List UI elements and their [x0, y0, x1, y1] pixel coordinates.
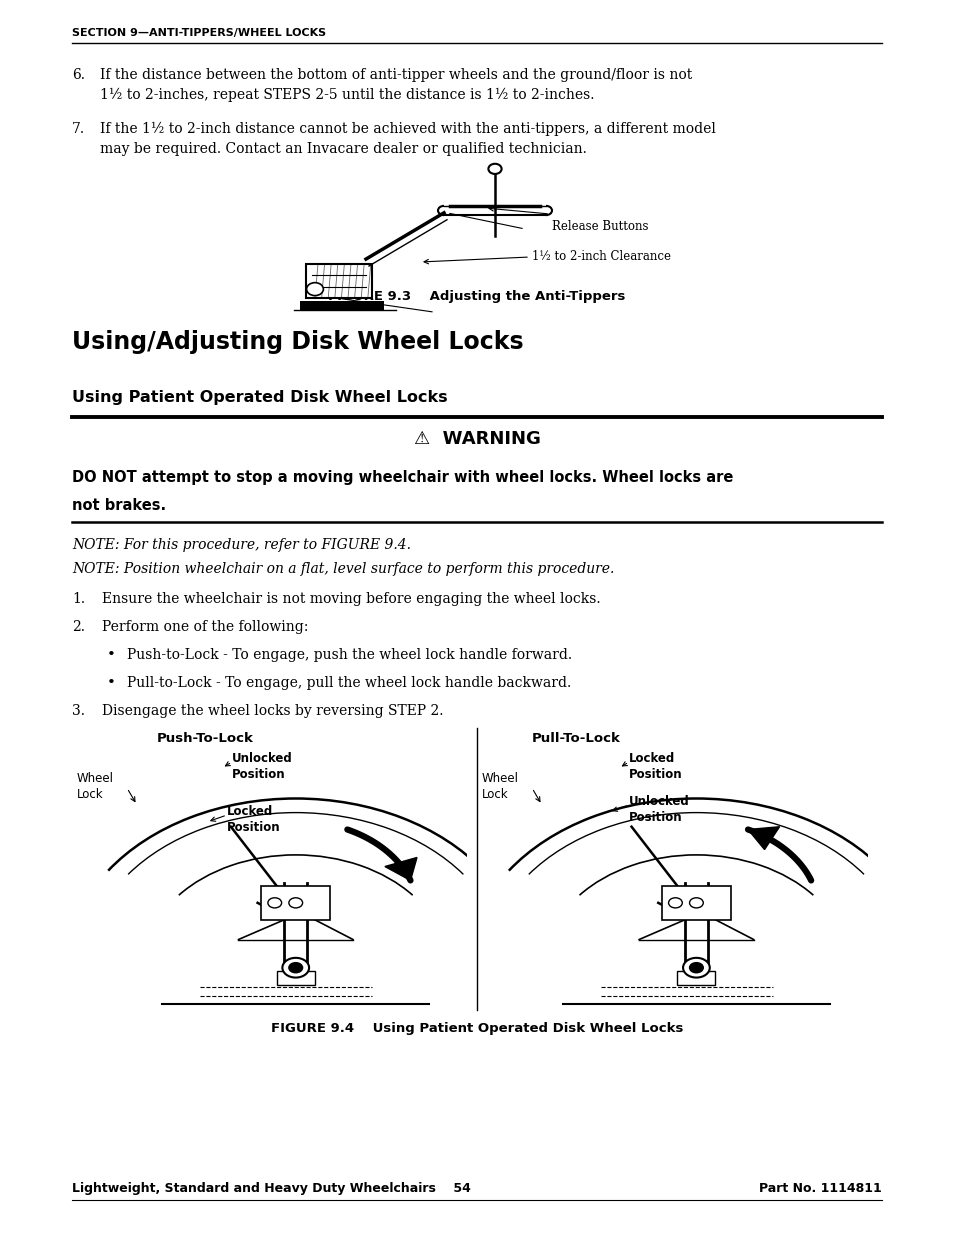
Text: Part No. 1114811: Part No. 1114811	[759, 1182, 882, 1195]
Text: Pull-to-Lock - To engage, pull the wheel lock handle backward.: Pull-to-Lock - To engage, pull the wheel…	[127, 676, 571, 690]
Circle shape	[488, 164, 501, 174]
Text: Locked
Position: Locked Position	[628, 752, 682, 781]
Text: ⚠  WARNING: ⚠ WARNING	[414, 430, 539, 448]
Text: Ensure the wheelchair is not moving before engaging the wheel locks.: Ensure the wheelchair is not moving befo…	[102, 592, 600, 606]
Polygon shape	[384, 857, 416, 881]
Text: Release Buttons: Release Buttons	[552, 220, 648, 233]
Text: Perform one of the following:: Perform one of the following:	[102, 620, 308, 634]
Text: FIGURE 9.3    Adjusting the Anti-Tippers: FIGURE 9.3 Adjusting the Anti-Tippers	[328, 290, 625, 303]
Text: 6.: 6.	[71, 68, 85, 82]
Text: Using Patient Operated Disk Wheel Locks: Using Patient Operated Disk Wheel Locks	[71, 390, 447, 405]
Text: Locked
Position: Locked Position	[227, 805, 280, 834]
Circle shape	[689, 962, 702, 973]
Bar	[661, 885, 730, 920]
Text: 1.: 1.	[71, 592, 85, 606]
Circle shape	[306, 283, 323, 295]
Circle shape	[682, 958, 709, 978]
Text: Push-To-Lock: Push-To-Lock	[157, 732, 253, 745]
Text: Using/Adjusting Disk Wheel Locks: Using/Adjusting Disk Wheel Locks	[71, 330, 523, 354]
Text: Wheel
Lock: Wheel Lock	[77, 772, 113, 802]
Polygon shape	[747, 826, 779, 850]
Circle shape	[289, 962, 302, 973]
Text: Pull-To-Lock: Pull-To-Lock	[532, 732, 620, 745]
Bar	[677, 971, 715, 984]
Text: NOTE: For this procedure, refer to FIGURE 9.4.: NOTE: For this procedure, refer to FIGUR…	[71, 538, 411, 552]
Text: If the 1½ to 2-inch distance cannot be achieved with the anti-tippers, a differe: If the 1½ to 2-inch distance cannot be a…	[100, 122, 715, 156]
Text: Unlocked
Position: Unlocked Position	[628, 795, 689, 824]
Text: •: •	[107, 676, 115, 690]
Circle shape	[268, 898, 281, 908]
Text: 3.: 3.	[71, 704, 85, 718]
Circle shape	[668, 898, 681, 908]
Circle shape	[289, 898, 302, 908]
Bar	[261, 885, 330, 920]
Bar	[276, 971, 314, 984]
Text: Disengage the wheel locks by reversing STEP 2.: Disengage the wheel locks by reversing S…	[102, 704, 443, 718]
Text: 1½ to 2-inch Clearance: 1½ to 2-inch Clearance	[532, 249, 670, 263]
Text: FIGURE 9.4    Using Patient Operated Disk Wheel Locks: FIGURE 9.4 Using Patient Operated Disk W…	[271, 1023, 682, 1035]
Bar	[299, 300, 384, 310]
Text: not brakes.: not brakes.	[71, 498, 166, 513]
Text: DO NOT attempt to stop a moving wheelchair with wheel locks. Wheel locks are: DO NOT attempt to stop a moving wheelcha…	[71, 471, 733, 485]
Bar	[306, 264, 372, 299]
Text: If the distance between the bottom of anti-tipper wheels and the ground/floor is: If the distance between the bottom of an…	[100, 68, 692, 101]
Text: SECTION 9—ANTI-TIPPERS/WHEEL LOCKS: SECTION 9—ANTI-TIPPERS/WHEEL LOCKS	[71, 28, 326, 38]
Text: •: •	[107, 648, 115, 662]
Text: Wheel
Lock: Wheel Lock	[481, 772, 518, 802]
Circle shape	[282, 958, 309, 978]
Text: NOTE: Position wheelchair on a flat, level surface to perform this procedure.: NOTE: Position wheelchair on a flat, lev…	[71, 562, 614, 576]
Text: 7.: 7.	[71, 122, 85, 136]
Circle shape	[689, 898, 702, 908]
Text: 2.: 2.	[71, 620, 85, 634]
Text: Push-to-Lock - To engage, push the wheel lock handle forward.: Push-to-Lock - To engage, push the wheel…	[127, 648, 572, 662]
Text: Unlocked
Position: Unlocked Position	[232, 752, 293, 781]
Text: Lightweight, Standard and Heavy Duty Wheelchairs    54: Lightweight, Standard and Heavy Duty Whe…	[71, 1182, 471, 1195]
